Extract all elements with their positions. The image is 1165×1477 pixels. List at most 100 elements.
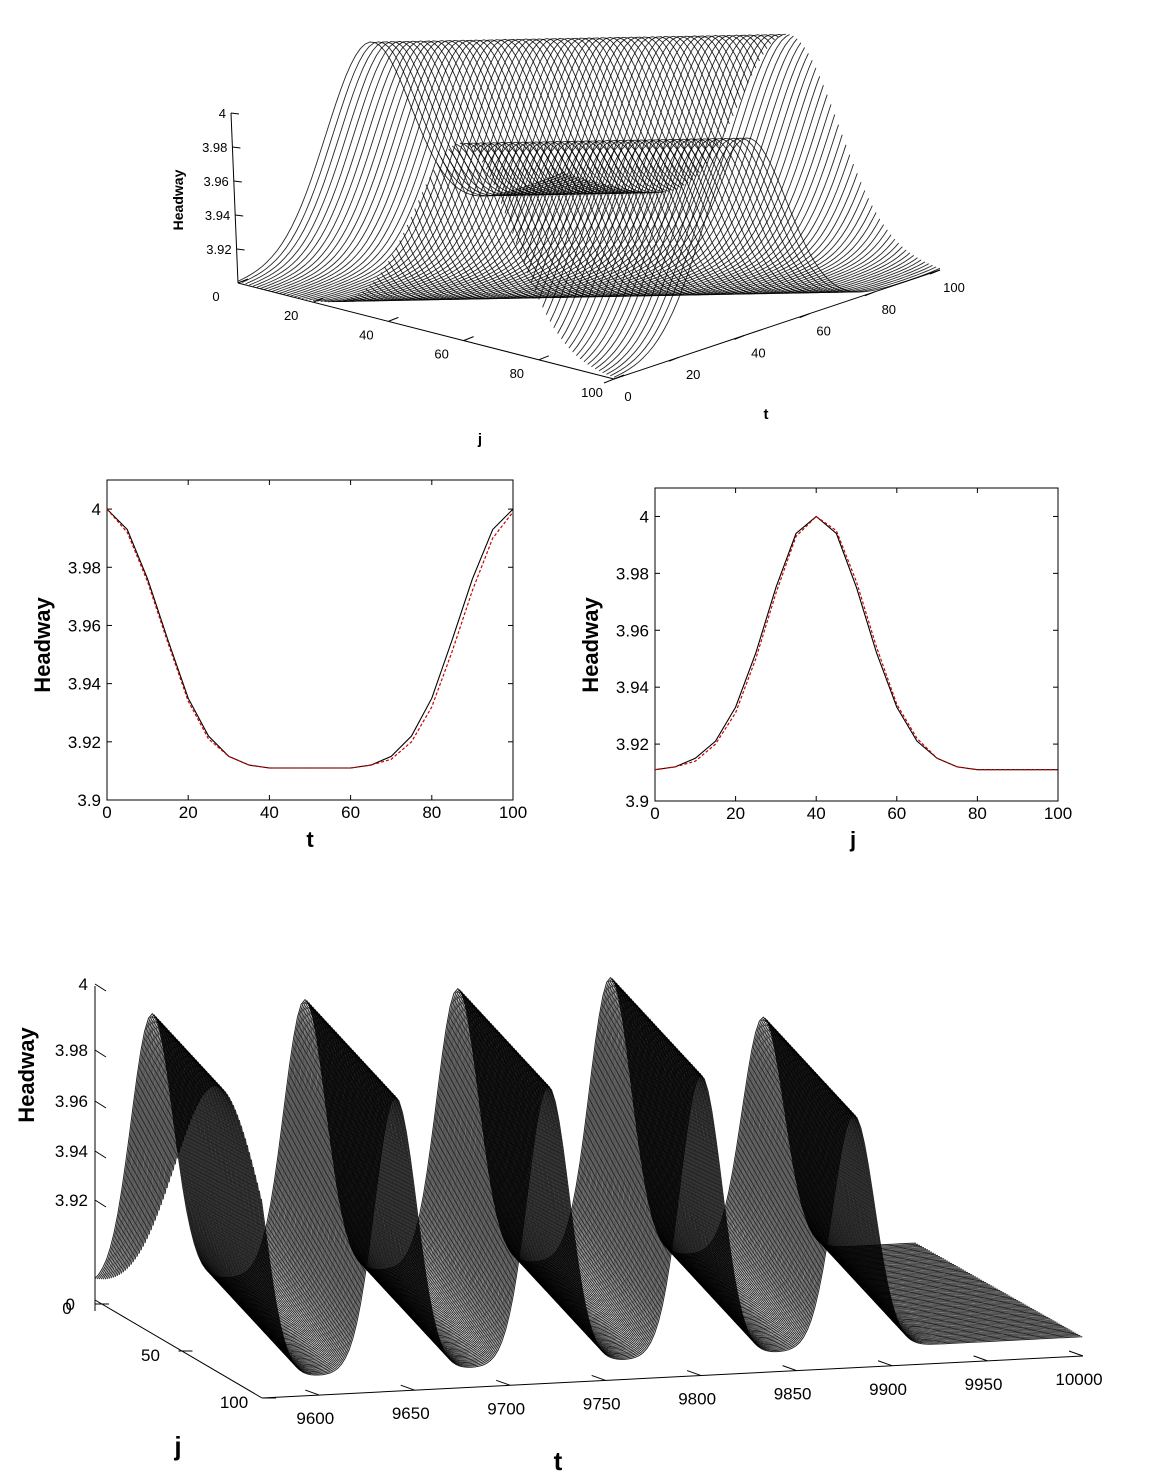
middle-left-series-dashed — [106, 508, 514, 769]
top-mesh-line — [564, 139, 892, 344]
top-mesh-line — [436, 34, 764, 299]
bottom-j-tick-label: 0 — [62, 1299, 71, 1318]
top-mesh-line — [358, 37, 685, 302]
bottom-z-tick — [94, 1049, 107, 1058]
top-j-tick — [313, 297, 324, 303]
bottom-surface-plot: 9600 9650 9700 9750 9800 9850 9900 9950 10000 0 50… — [14, 975, 1103, 1476]
bottom-surface-mesh — [94, 976, 1083, 1376]
middle-left-xtick-label: 20 — [179, 803, 198, 822]
bottom-mesh-line — [228, 1055, 1051, 1357]
top-mesh-line — [410, 35, 738, 300]
bottom-t-tick-label: 9650 — [392, 1404, 430, 1423]
top-mesh-line — [545, 139, 873, 315]
top-mesh-line — [504, 104, 832, 297]
top-mesh-line — [346, 37, 674, 302]
bottom-mesh-line — [220, 1050, 1043, 1353]
bottom-t-tick — [305, 1389, 320, 1396]
top-t-tick — [669, 356, 680, 362]
top-surface-mesh — [237, 33, 941, 378]
top-z-tick — [230, 112, 240, 115]
top-mesh-line — [530, 140, 858, 296]
top-mesh-line — [448, 34, 775, 299]
bottom-j-axis — [94, 1299, 263, 1399]
bottom-j-tick-label: 50 — [141, 1346, 160, 1365]
middle-left-xtick-label: 100 — [499, 803, 527, 822]
top-mesh-line — [237, 41, 565, 282]
middle-right-ticks: 0 20 40 60 80 100 3.9 3.92 3.94 3.96 3.98 4 — [616, 488, 1072, 823]
top-mesh-line — [451, 34, 779, 299]
top-t-tick — [603, 378, 615, 384]
middle-left-series-solid — [106, 508, 514, 769]
top-tlabel: t — [764, 406, 769, 423]
top-t-tick — [799, 313, 810, 319]
bottom-t-tick — [591, 1374, 606, 1381]
top-z-tick-label: 3.92 — [206, 242, 231, 257]
middle-left-xtick-label: 80 — [422, 803, 441, 822]
bottom-z-tick — [94, 1150, 107, 1159]
middle-right-xlabel: j — [849, 827, 856, 852]
bottom-t-tick — [1068, 1350, 1084, 1357]
bottom-surface-axes — [94, 986, 1084, 1399]
bottom-t-tick — [973, 1355, 988, 1362]
top-mesh-line — [557, 139, 884, 334]
middle-left-frame — [106, 479, 514, 801]
top-mesh-line — [313, 39, 640, 301]
middle-right-frame — [654, 487, 1059, 802]
top-mesh-line — [279, 40, 606, 294]
bottom-zlabel: Headway — [14, 1027, 39, 1123]
bottom-mesh-line — [246, 1066, 1069, 1368]
bottom-mesh-line — [230, 1057, 1053, 1358]
bottom-t-tick-label: 9800 — [678, 1390, 716, 1409]
top-mesh-line — [519, 140, 847, 296]
bottom-z-tick-label: 3.96 — [55, 1092, 88, 1111]
bottom-t-tick — [496, 1379, 511, 1386]
top-surface-plot: 0 20 40 60 80 100 0 20 40 60 80 100 3.92 3.94 3.96 3.98… — [170, 33, 965, 448]
top-z-tick-label: 3.98 — [202, 140, 227, 155]
top-mesh-line — [609, 137, 937, 377]
top-mesh-line — [440, 34, 768, 299]
middle-left-ylabel: Headway — [30, 597, 55, 693]
middle-right-ytick-label: 4 — [640, 507, 649, 526]
top-j-axis — [237, 282, 615, 380]
middle-right-xtick-label: 80 — [968, 804, 987, 823]
top-mesh-line — [369, 37, 696, 301]
middle-right-ylabel: Headway — [578, 597, 603, 693]
top-surface-ticks: 0 20 40 60 80 100 0 20 40 60 80 100 3.92 3.94 3.96 3.98… — [202, 106, 965, 404]
top-z-tick — [233, 180, 242, 183]
bottom-t-tick — [686, 1370, 702, 1377]
top-mesh-line — [361, 37, 689, 302]
top-mesh-line — [301, 39, 629, 299]
middle-left-lines — [106, 508, 514, 769]
top-mesh-line — [542, 140, 870, 308]
top-mesh-line — [583, 138, 911, 363]
top-j-tick-label: 20 — [284, 308, 298, 323]
bottom-j-tick-label: 100 — [220, 1393, 248, 1412]
bottom-z-tick — [94, 983, 107, 992]
top-t-tick-label: 40 — [751, 345, 765, 360]
top-t-tick — [734, 334, 745, 340]
top-mesh-line — [350, 37, 677, 302]
top-j-tick — [237, 278, 249, 284]
top-mesh-line — [290, 39, 617, 297]
middle-left-xtick-label: 60 — [341, 803, 360, 822]
middle-left-xlabel: t — [306, 827, 314, 852]
top-mesh-line — [316, 38, 644, 302]
bottom-mesh-line — [212, 1046, 1035, 1348]
bottom-z-tick-label: 3.92 — [55, 1191, 88, 1210]
bottom-mesh-line — [248, 1068, 1071, 1369]
bottom-t-tick — [877, 1360, 893, 1367]
bottom-tlabel: t — [554, 1446, 563, 1476]
top-mesh-line — [421, 35, 749, 300]
top-mesh-line — [598, 138, 926, 372]
middle-left-ytick-label: 3.96 — [68, 616, 101, 635]
top-j-tick-label: 100 — [581, 385, 603, 400]
middle-right-lines — [654, 515, 1058, 771]
middle-left-xtick-label: 0 — [102, 803, 111, 822]
bottom-mesh-line — [234, 1059, 1057, 1361]
bottom-mesh-line — [256, 1073, 1079, 1374]
top-t-tick-label: 100 — [943, 280, 965, 295]
top-z-axis — [230, 112, 239, 284]
bottom-mesh-line — [224, 1054, 1047, 1355]
top-mesh-line — [587, 138, 914, 365]
top-mesh-line — [286, 39, 614, 296]
